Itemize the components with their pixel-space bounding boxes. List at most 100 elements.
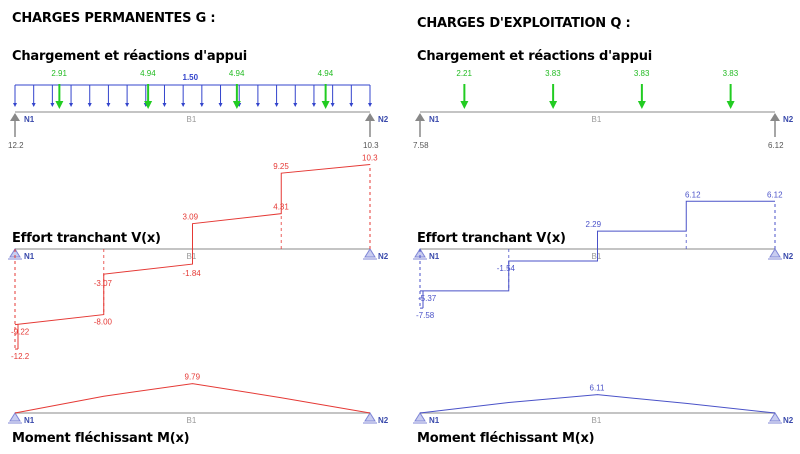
distributed-load-arrowhead [218,103,223,107]
shear-curve [420,200,775,292]
support-n2 [768,412,782,424]
beam-label: B1 [592,115,602,124]
node-label-n1: N1 [24,115,35,124]
distributed-load-arrowhead [13,103,17,107]
reaction-arrowhead [365,113,375,121]
point-load-arrowhead [726,101,735,109]
shear-value-label: 3.09 [183,213,199,222]
distributed-load-arrowhead [274,103,279,107]
point-load-arrowhead [321,101,330,109]
point-load-arrowhead [55,101,64,109]
beam-label: B1 [187,115,197,124]
shear-value-label: 4.31 [273,203,289,212]
distributed-load-arrowhead [255,103,260,107]
node-label-n1: N1 [429,416,440,425]
reaction-label: 7.58 [413,141,429,150]
diagram-canvas: 1.50 2.91 4.94 4.94 4.94 12.2 10.3 N1 N2 B1 N1 N2 B1… [8,69,389,425]
support-triangle [769,248,781,258]
moment-curve [419,394,776,414]
support-triangle [364,248,376,258]
support-n2 [768,248,782,260]
shear-value-label: -1.84 [183,269,202,278]
beam-label: B1 [592,416,602,425]
diagram-canvas: 2.21 3.83 3.83 3.83 7.58 6.12 N1 N2 B1 N1 N2 B1 -7.5… [413,69,794,425]
shear-value-label: 2.29 [586,220,602,229]
distributed-load-arrowhead [106,103,111,107]
distributed-load-arrowhead [368,103,372,107]
shear-value-label: 6.12 [767,190,783,199]
shear-value-label: 6.12 [685,190,701,199]
distributed-load-arrowhead [87,103,92,107]
node-label-n2: N2 [783,252,794,261]
support-n1 [413,412,427,424]
point-load-label: 4.94 [229,69,245,78]
panel-title: CHARGES D'EXPLOITATION Q : [417,16,631,31]
point-load-label: 3.83 [545,69,561,78]
shear-value-label: -8.00 [94,318,113,327]
distributed-load-arrowhead [181,103,186,107]
beam-label: B1 [187,416,197,425]
point-load-arrowhead [144,101,153,109]
shear-value-label: -7.58 [416,311,435,320]
point-load-arrowhead [232,101,241,109]
support-n1 [8,412,22,424]
panel-title: CHARGES PERMANENTES G : [12,11,216,26]
support-triangle [769,412,781,422]
beam-label: B1 [187,252,197,261]
distributed-load-arrowhead [31,103,36,107]
support-n2 [363,412,377,424]
moment-max-label: 6.11 [590,384,606,393]
beam-label: B1 [592,252,602,261]
support-n2 [363,248,377,260]
node-label-n2: N2 [378,115,389,124]
reaction-arrowhead [770,113,780,121]
moment-curve [14,383,371,414]
distributed-load-arrowhead [162,103,167,107]
shear-curve [14,164,371,326]
support-triangle [364,412,376,422]
node-label-n2: N2 [783,115,794,124]
distributed-load-arrowhead [349,103,354,107]
panel-permanent-loads: CHARGES PERMANENTES G : Chargement et ré… [8,11,389,446]
point-load-arrowhead [637,101,646,109]
shear-value-label: -3.07 [94,279,113,288]
node-label-n2: N2 [783,416,794,425]
reaction-arrowhead [415,113,425,121]
reaction-arrowhead [10,113,20,121]
point-load-label: 4.94 [140,69,156,78]
shear-value-label: -5.37 [418,294,437,303]
reaction-label: 12.2 [8,141,24,150]
shear-value-label: -12.2 [11,352,30,361]
distributed-load-arrowhead [125,103,130,107]
node-label-n1: N1 [24,416,35,425]
moment-section-title: Moment fléchissant M(x) [417,431,595,446]
reaction-label: 10.3 [363,141,379,150]
distributed-load-arrowhead [199,103,204,107]
moment-section-title: Moment fléchissant M(x) [12,431,190,446]
node-label-n1: N1 [24,252,35,261]
node-label-n2: N2 [378,252,389,261]
distributed-load-arrowhead [293,103,298,107]
panel-live-loads: CHARGES D'EXPLOITATION Q : Chargement et… [405,0,800,454]
moment-max-label: 9.79 [185,373,201,382]
distributed-load-arrowhead [311,103,316,107]
node-label-n1: N1 [429,115,440,124]
point-load-label: 4.94 [318,69,334,78]
shear-value-label: -9.22 [11,328,30,337]
shear-value-label: 10.3 [362,154,378,163]
shear-value-label: -1.54 [497,264,516,273]
point-load-label: 3.83 [723,69,739,78]
point-load-label: 2.21 [456,69,472,78]
reaction-label: 6.12 [768,141,784,150]
shear-value-label: 9.25 [273,162,289,171]
loading-section-title: Chargement et réactions d'appui [417,49,653,64]
distributed-load-arrowhead [69,103,74,107]
support-triangle [414,412,426,422]
node-label-n2: N2 [378,416,389,425]
point-load-arrowhead [460,101,469,109]
point-load-label: 2.91 [51,69,67,78]
loading-section-title: Chargement et réactions d'appui [12,49,248,64]
distributed-load-arrowhead [330,103,335,107]
shear-section-title: Effort tranchant V(x) [12,231,161,246]
distributed-load-arrowhead [50,103,55,107]
